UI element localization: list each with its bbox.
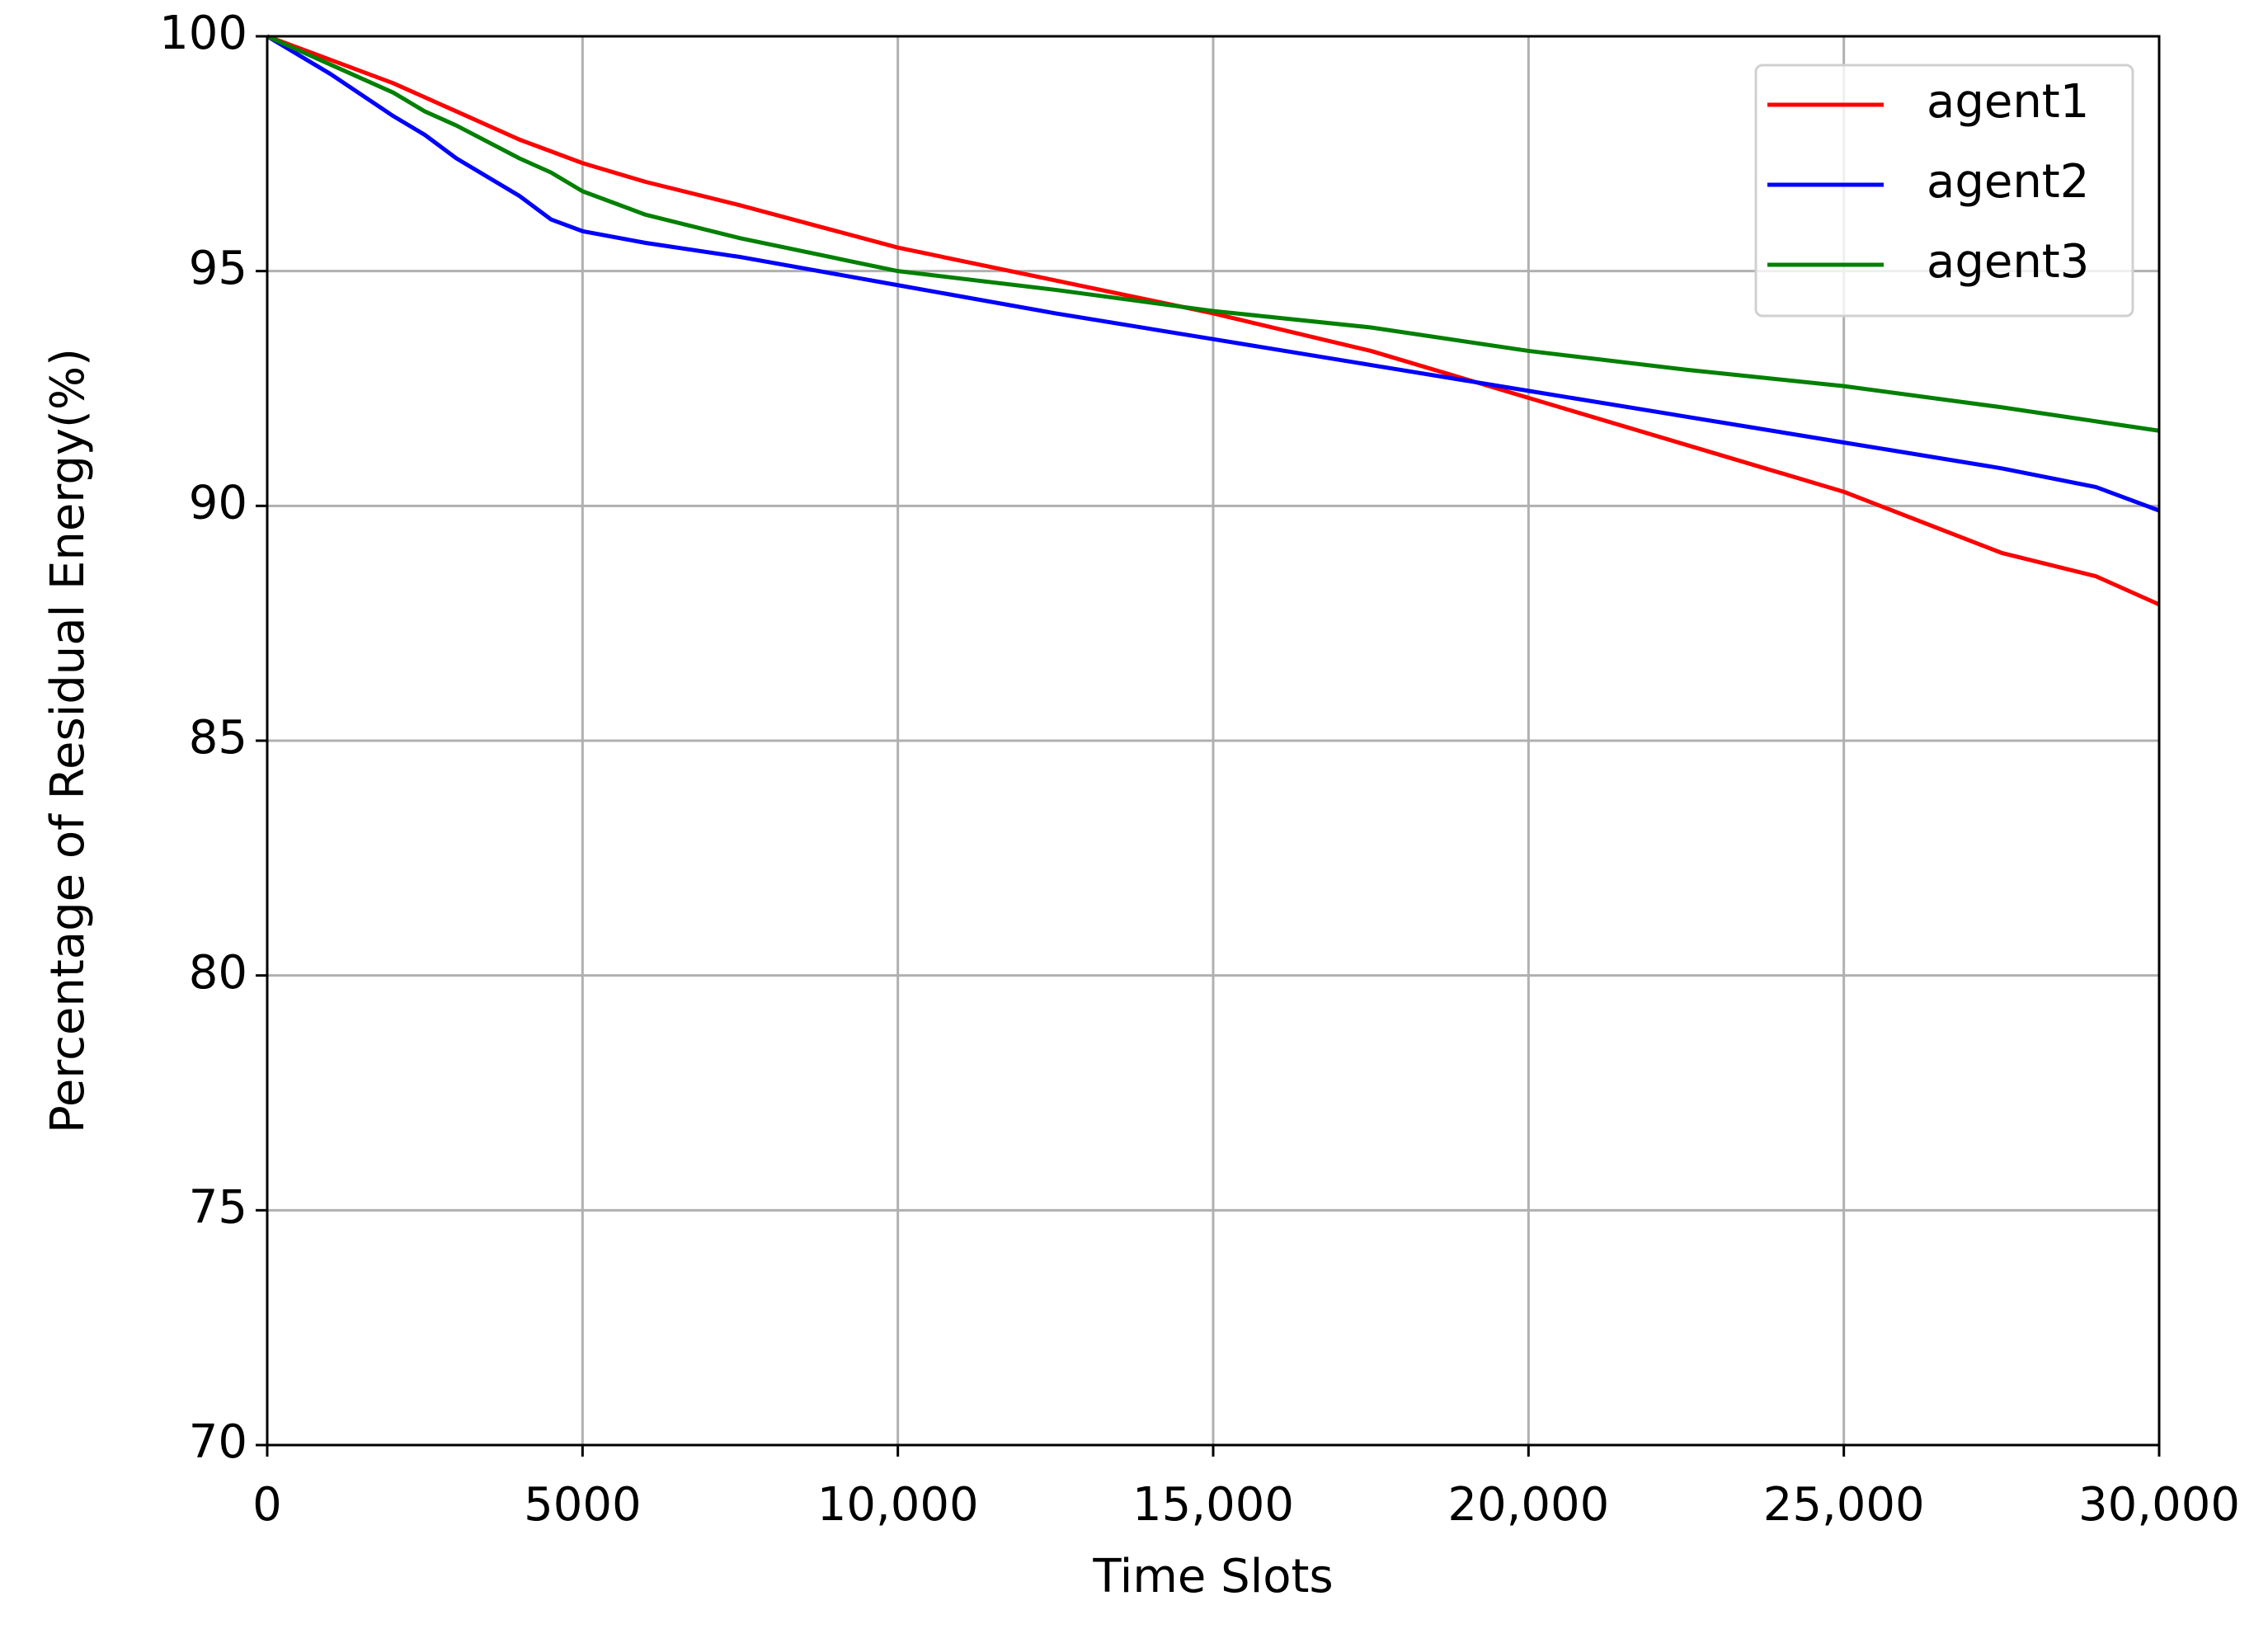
plot-frame <box>266 35 2161 1447</box>
x-tick-label: 20,000 <box>1447 1478 1609 1532</box>
data-line <box>266 34 2160 433</box>
y-tick-label: 75 <box>189 1180 247 1234</box>
y-tick-label: 100 <box>159 7 247 60</box>
y-tick-label: 85 <box>189 711 247 765</box>
y-tick-label: 90 <box>189 476 247 530</box>
data-line <box>266 34 2161 607</box>
x-tick-label: 15,000 <box>1132 1478 1294 1532</box>
legend-label: agent2 <box>1927 155 2089 209</box>
x-tick-label: 10,000 <box>817 1478 979 1532</box>
legend-label: agent1 <box>1927 75 2089 129</box>
x-tick-label: 0 <box>252 1478 282 1532</box>
x-tick-label: 25,000 <box>1763 1478 1925 1532</box>
y-axis-label: Percentage of Residual Energy(%) <box>41 348 95 1133</box>
legend-box <box>1754 64 2134 318</box>
legend: agent1 agent2 agent3 <box>1754 64 2134 318</box>
x-tick-label: 30,000 <box>2078 1478 2240 1532</box>
legend-label: agent3 <box>1927 235 2089 289</box>
x-axis-label: Time Slots <box>1092 1550 1333 1603</box>
data-line <box>266 34 2160 513</box>
y-tick-label: 70 <box>189 1415 247 1469</box>
y-tick-label: 95 <box>189 242 247 295</box>
x-tick-label: 5000 <box>524 1478 642 1532</box>
y-tick-label: 80 <box>189 946 247 1000</box>
